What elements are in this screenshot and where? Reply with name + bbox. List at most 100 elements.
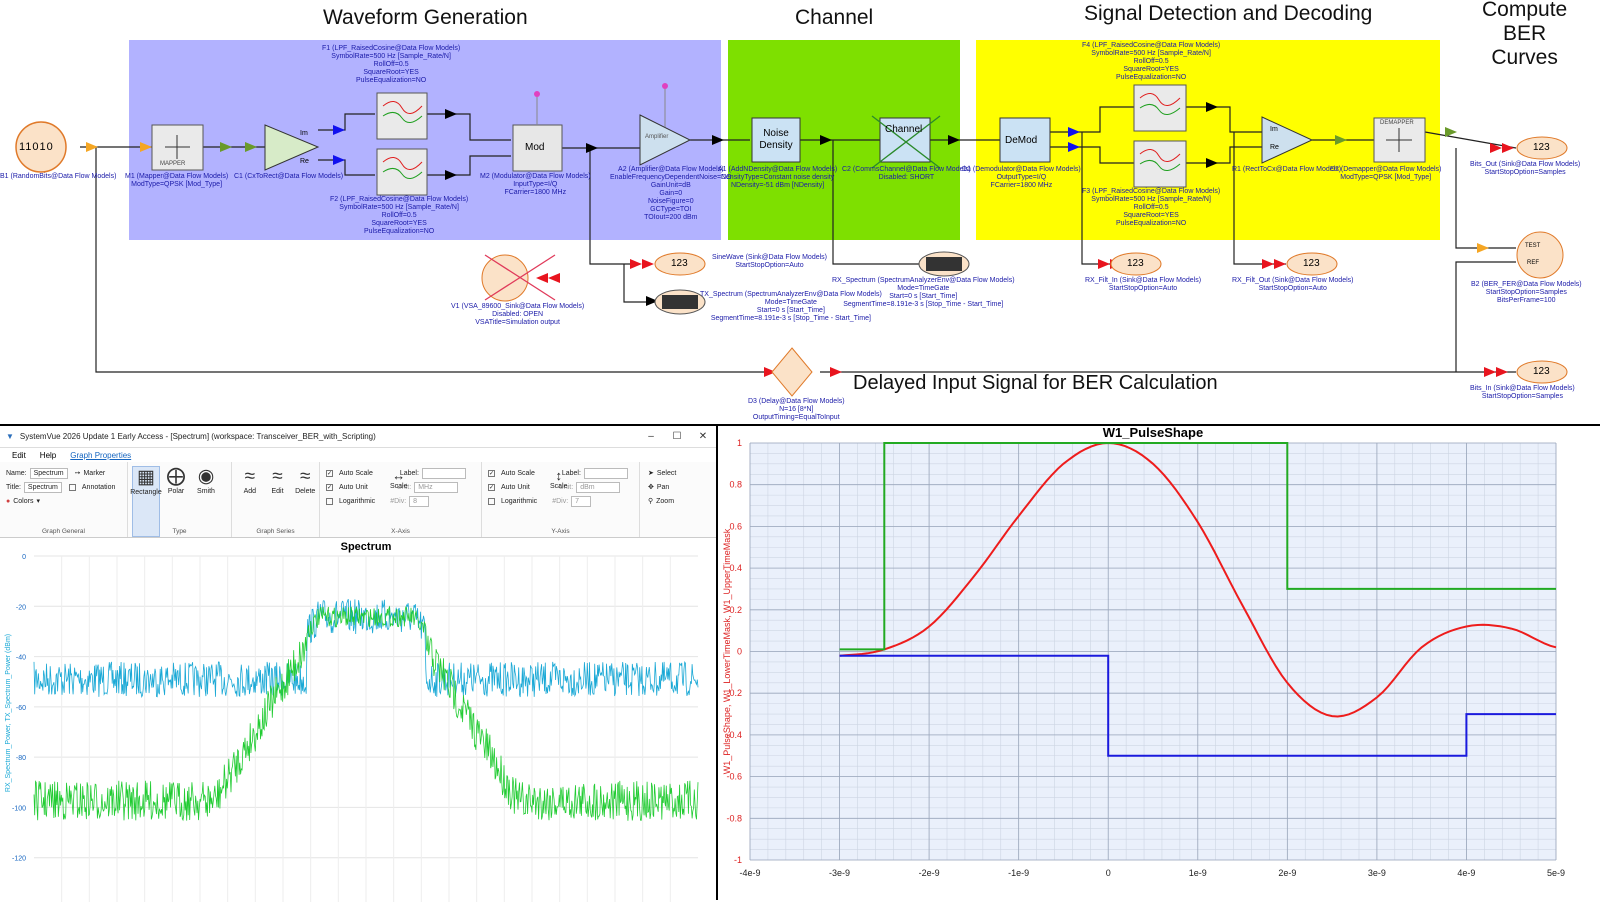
- bits-in-sink[interactable]: [1516, 360, 1568, 384]
- x-auto-unit-checkbox[interactable]: ✓: [326, 483, 333, 491]
- x-ndiv-input[interactable]: 8: [409, 495, 430, 507]
- magnifier-icon: ⚲: [648, 498, 654, 505]
- y-log-checkbox[interactable]: [488, 497, 495, 505]
- mapper-annotation: M1 (Mapper@Data Flow Models) ModType=QPS…: [125, 173, 229, 188]
- menu-help[interactable]: Help: [39, 450, 57, 460]
- bits-out-sink[interactable]: [1516, 136, 1568, 160]
- name-input[interactable]: Spectrum: [29, 467, 68, 479]
- annotation-checkbox[interactable]: [68, 483, 76, 491]
- menu-graph-properties[interactable]: Graph Properties: [70, 450, 132, 460]
- vsa-annotation: V1 (VSA_89600_Sink@Data Flow Models) Dis…: [451, 303, 585, 326]
- add-series-button[interactable]: ≈ Add: [236, 466, 264, 537]
- waveform-generation-title: Waveform Generation: [323, 6, 528, 29]
- x-log-checkbox[interactable]: [326, 497, 333, 505]
- pan-tool[interactable]: ✥ Pan: [648, 480, 700, 494]
- smith-chart-icon: ◉: [197, 466, 215, 487]
- upper-time-mask-line: [839, 442, 1556, 651]
- recttocx-re-text: Re: [1270, 144, 1279, 151]
- ribbon: Name: Spectrum ➙ Marker Title: Spectrum Ann…: [0, 462, 716, 538]
- polar-icon: ⨁: [166, 466, 186, 487]
- f3-filter-block[interactable]: [1133, 140, 1187, 188]
- window-title: SystemVue 2026 Update 1 Early Access - […: [19, 432, 376, 441]
- delay-block[interactable]: [771, 347, 813, 397]
- pulse-ytick-label: 0.4: [729, 563, 742, 573]
- group-type-label: Type: [172, 528, 187, 535]
- y-ndiv-input[interactable]: 7: [571, 495, 592, 507]
- spectrum-ytick-label: 0: [22, 554, 26, 561]
- rx-spectrum-line: [33, 598, 699, 698]
- f2-filter-block[interactable]: [376, 148, 428, 196]
- rectangle-label: Rectangle: [130, 489, 162, 496]
- f4-filter-block[interactable]: [1133, 84, 1187, 132]
- x-label-label: Label:: [399, 469, 419, 477]
- edit-series-button[interactable]: ≈ Edit: [264, 466, 292, 537]
- zoom-tool[interactable]: ⚲ Zoom: [648, 494, 700, 508]
- ribbon-group-series: ≈ Add ≈ Edit ≈ Delete Graph Series: [232, 462, 320, 537]
- rx-filt-out-sink[interactable]: [1286, 252, 1338, 276]
- x-scale-label: Scale: [390, 483, 408, 490]
- recttocx-block[interactable]: [1261, 116, 1314, 164]
- noise-density-block[interactable]: [751, 117, 801, 163]
- pulse-xtick-label: -2e-9: [919, 868, 940, 878]
- y-label-input[interactable]: [583, 467, 628, 479]
- pulse-xtick-label: -3e-9: [829, 868, 850, 878]
- spectrum-chart[interactable]: Spectrum0-20-40-60-80-100-120-140RX_Spec…: [0, 540, 716, 902]
- random-bits-block[interactable]: [15, 121, 67, 173]
- random-bits-annotation: B1 (RandomBits@Data Flow Models): [0, 173, 117, 180]
- colors-button[interactable]: Colors: [13, 497, 34, 505]
- y-auto-scale-checkbox[interactable]: ✓: [488, 469, 495, 477]
- f2-annotation: F2 (LPF_RaisedCosine@Data Flow Models) S…: [330, 196, 469, 235]
- sinewave-sink[interactable]: [654, 252, 706, 276]
- x-label-input[interactable]: [421, 467, 466, 479]
- y-auto-unit-label: Auto Unit: [501, 483, 530, 491]
- ber-block[interactable]: [1516, 231, 1564, 279]
- x-auto-scale-checkbox[interactable]: ✓: [326, 469, 333, 477]
- pulse-ytick-label: 0.8: [729, 480, 742, 490]
- colors-icon[interactable]: ●: [6, 497, 11, 505]
- pulseshape-chart[interactable]: W1_PulseShape -4e-9 -3e-9 -2e-9 -1e-9 0 1e-9 2e…: [718, 426, 1600, 900]
- x-scale-icon: ↔: [392, 468, 406, 483]
- rx-filt-in-annotation: RX_Filt_In (Sink@Data Flow Models) Start…: [1085, 277, 1202, 292]
- y-scale-button[interactable]: ↕ Scale: [550, 468, 568, 490]
- app-icon: ▼: [6, 432, 14, 441]
- delayed-input-label: Delayed Input Signal for BER Calculation: [853, 372, 1218, 394]
- delete-series-button[interactable]: ≈ Delete: [291, 466, 319, 537]
- channel-title: Channel: [795, 6, 874, 29]
- group-y-label: Y-Axis: [551, 528, 570, 535]
- rx-filt-in-sink[interactable]: [1110, 252, 1162, 276]
- spectrum-ytick-label: -60: [16, 705, 26, 712]
- f1-filter-block[interactable]: [376, 92, 428, 140]
- vsa-block[interactable]: [481, 254, 529, 302]
- rectangle-grid-icon: ▦: [137, 467, 155, 488]
- marker-icon[interactable]: ➙: [74, 470, 81, 477]
- title-input[interactable]: Spectrum: [23, 481, 62, 493]
- delay-annotation: D3 (Delay@Data Flow Models) N=16 [8*N] O…: [748, 398, 845, 421]
- modulator-block[interactable]: [512, 124, 563, 172]
- demodulator-block[interactable]: [999, 117, 1051, 163]
- noise-annotation: A1 (AddNDensity@Data Flow Models) Densit…: [718, 166, 838, 189]
- cxtorect-block[interactable]: [264, 124, 320, 171]
- y-auto-unit-checkbox[interactable]: ✓: [488, 483, 495, 491]
- demapper-annotation: D2 (Demapper@Data Flow Models) ModType=Q…: [1330, 166, 1442, 181]
- schematic-wires: [15, 40, 1568, 397]
- x-unit-input[interactable]: MHz: [414, 481, 459, 493]
- ribbon-group-yaxis: ✓ Auto Scale Label: ✓ Auto Unit Unit: dBm Log…: [482, 462, 640, 537]
- spectrum-ytick-label: -20: [16, 604, 26, 611]
- smith-type-button[interactable]: ◉ Smith: [192, 466, 220, 537]
- y-log-label: Logarithmic: [501, 497, 538, 505]
- marker-label[interactable]: Marker: [83, 469, 106, 477]
- maximize-icon[interactable]: ☐: [672, 431, 682, 442]
- ber-curves-title: Compute BER Curves: [1482, 0, 1568, 69]
- pulse-xtick-label: -4e-9: [739, 868, 760, 878]
- amplifier-block[interactable]: [639, 114, 692, 166]
- y-unit-input[interactable]: dBm: [576, 481, 621, 493]
- schematic-canvas[interactable]: Waveform Generation Channel Signal Detec…: [0, 0, 1600, 424]
- close-icon[interactable]: ✕: [698, 431, 708, 442]
- minimize-icon[interactable]: –: [648, 431, 654, 442]
- pan-icon: ✥: [648, 484, 654, 491]
- menu-edit[interactable]: Edit: [12, 450, 26, 460]
- x-scale-button[interactable]: ↔ Scale: [390, 468, 408, 490]
- rectangle-type-button[interactable]: ▦ Rectangle: [130, 466, 162, 537]
- polar-type-button[interactable]: ⨁ Polar: [162, 466, 190, 537]
- select-tool[interactable]: ➤ Select: [648, 466, 700, 480]
